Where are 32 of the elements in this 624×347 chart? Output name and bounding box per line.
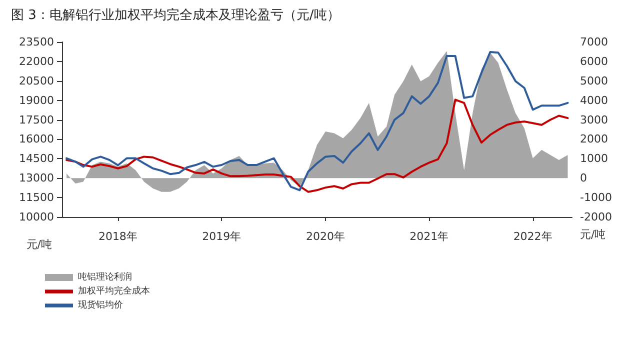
y2-tick-label: -2000: [580, 210, 612, 224]
y-tick-label: 20500: [19, 74, 54, 88]
line-series: [66, 98, 569, 193]
y-tick-label: 22000: [19, 54, 54, 68]
legend-label: 加权平均完全成本: [78, 286, 150, 296]
y-tick-label: 19000: [19, 94, 54, 107]
legend-label: 吨铝理论利润: [78, 272, 132, 282]
y2-tick-label: 1000: [580, 152, 608, 166]
x-tick-label: 2021年: [410, 230, 449, 243]
y2-tick-label: 7000: [580, 36, 608, 48]
y-axis-title: 元/吨: [26, 238, 52, 251]
y-tick-label: 11500: [19, 191, 54, 204]
y-tick-label: 13000: [19, 172, 54, 185]
y-tick-label: 10000: [19, 210, 54, 224]
y2-tick-label: -1000: [580, 191, 612, 204]
x-tick-label: 2018年: [98, 230, 138, 243]
chart-title: 图 3：电解铝行业加权平均完全成本及理论盈亏（元/吨）: [11, 7, 340, 23]
y-tick-label: 23500: [19, 36, 54, 48]
y-tick-label: 16000: [19, 132, 54, 146]
legend-label: 现货铝均价: [78, 300, 123, 310]
x-tick-label: 2020年: [306, 230, 346, 243]
y2-tick-label: 5000: [580, 74, 608, 88]
x-tick-label: 2022年: [513, 230, 552, 243]
y2-axis-title: 元/吨: [580, 228, 606, 241]
y2-tick-label: 0: [580, 172, 587, 185]
y2-tick-label: 2000: [580, 132, 608, 146]
y2-tick-label: 6000: [580, 54, 608, 68]
y2-tick-label: 3000: [580, 113, 608, 126]
y2-tick-label: 4000: [580, 94, 608, 107]
y-tick-label: 17500: [19, 113, 54, 126]
y-tick-label: 14500: [19, 152, 54, 166]
x-tick-label: 2019年: [202, 230, 242, 243]
